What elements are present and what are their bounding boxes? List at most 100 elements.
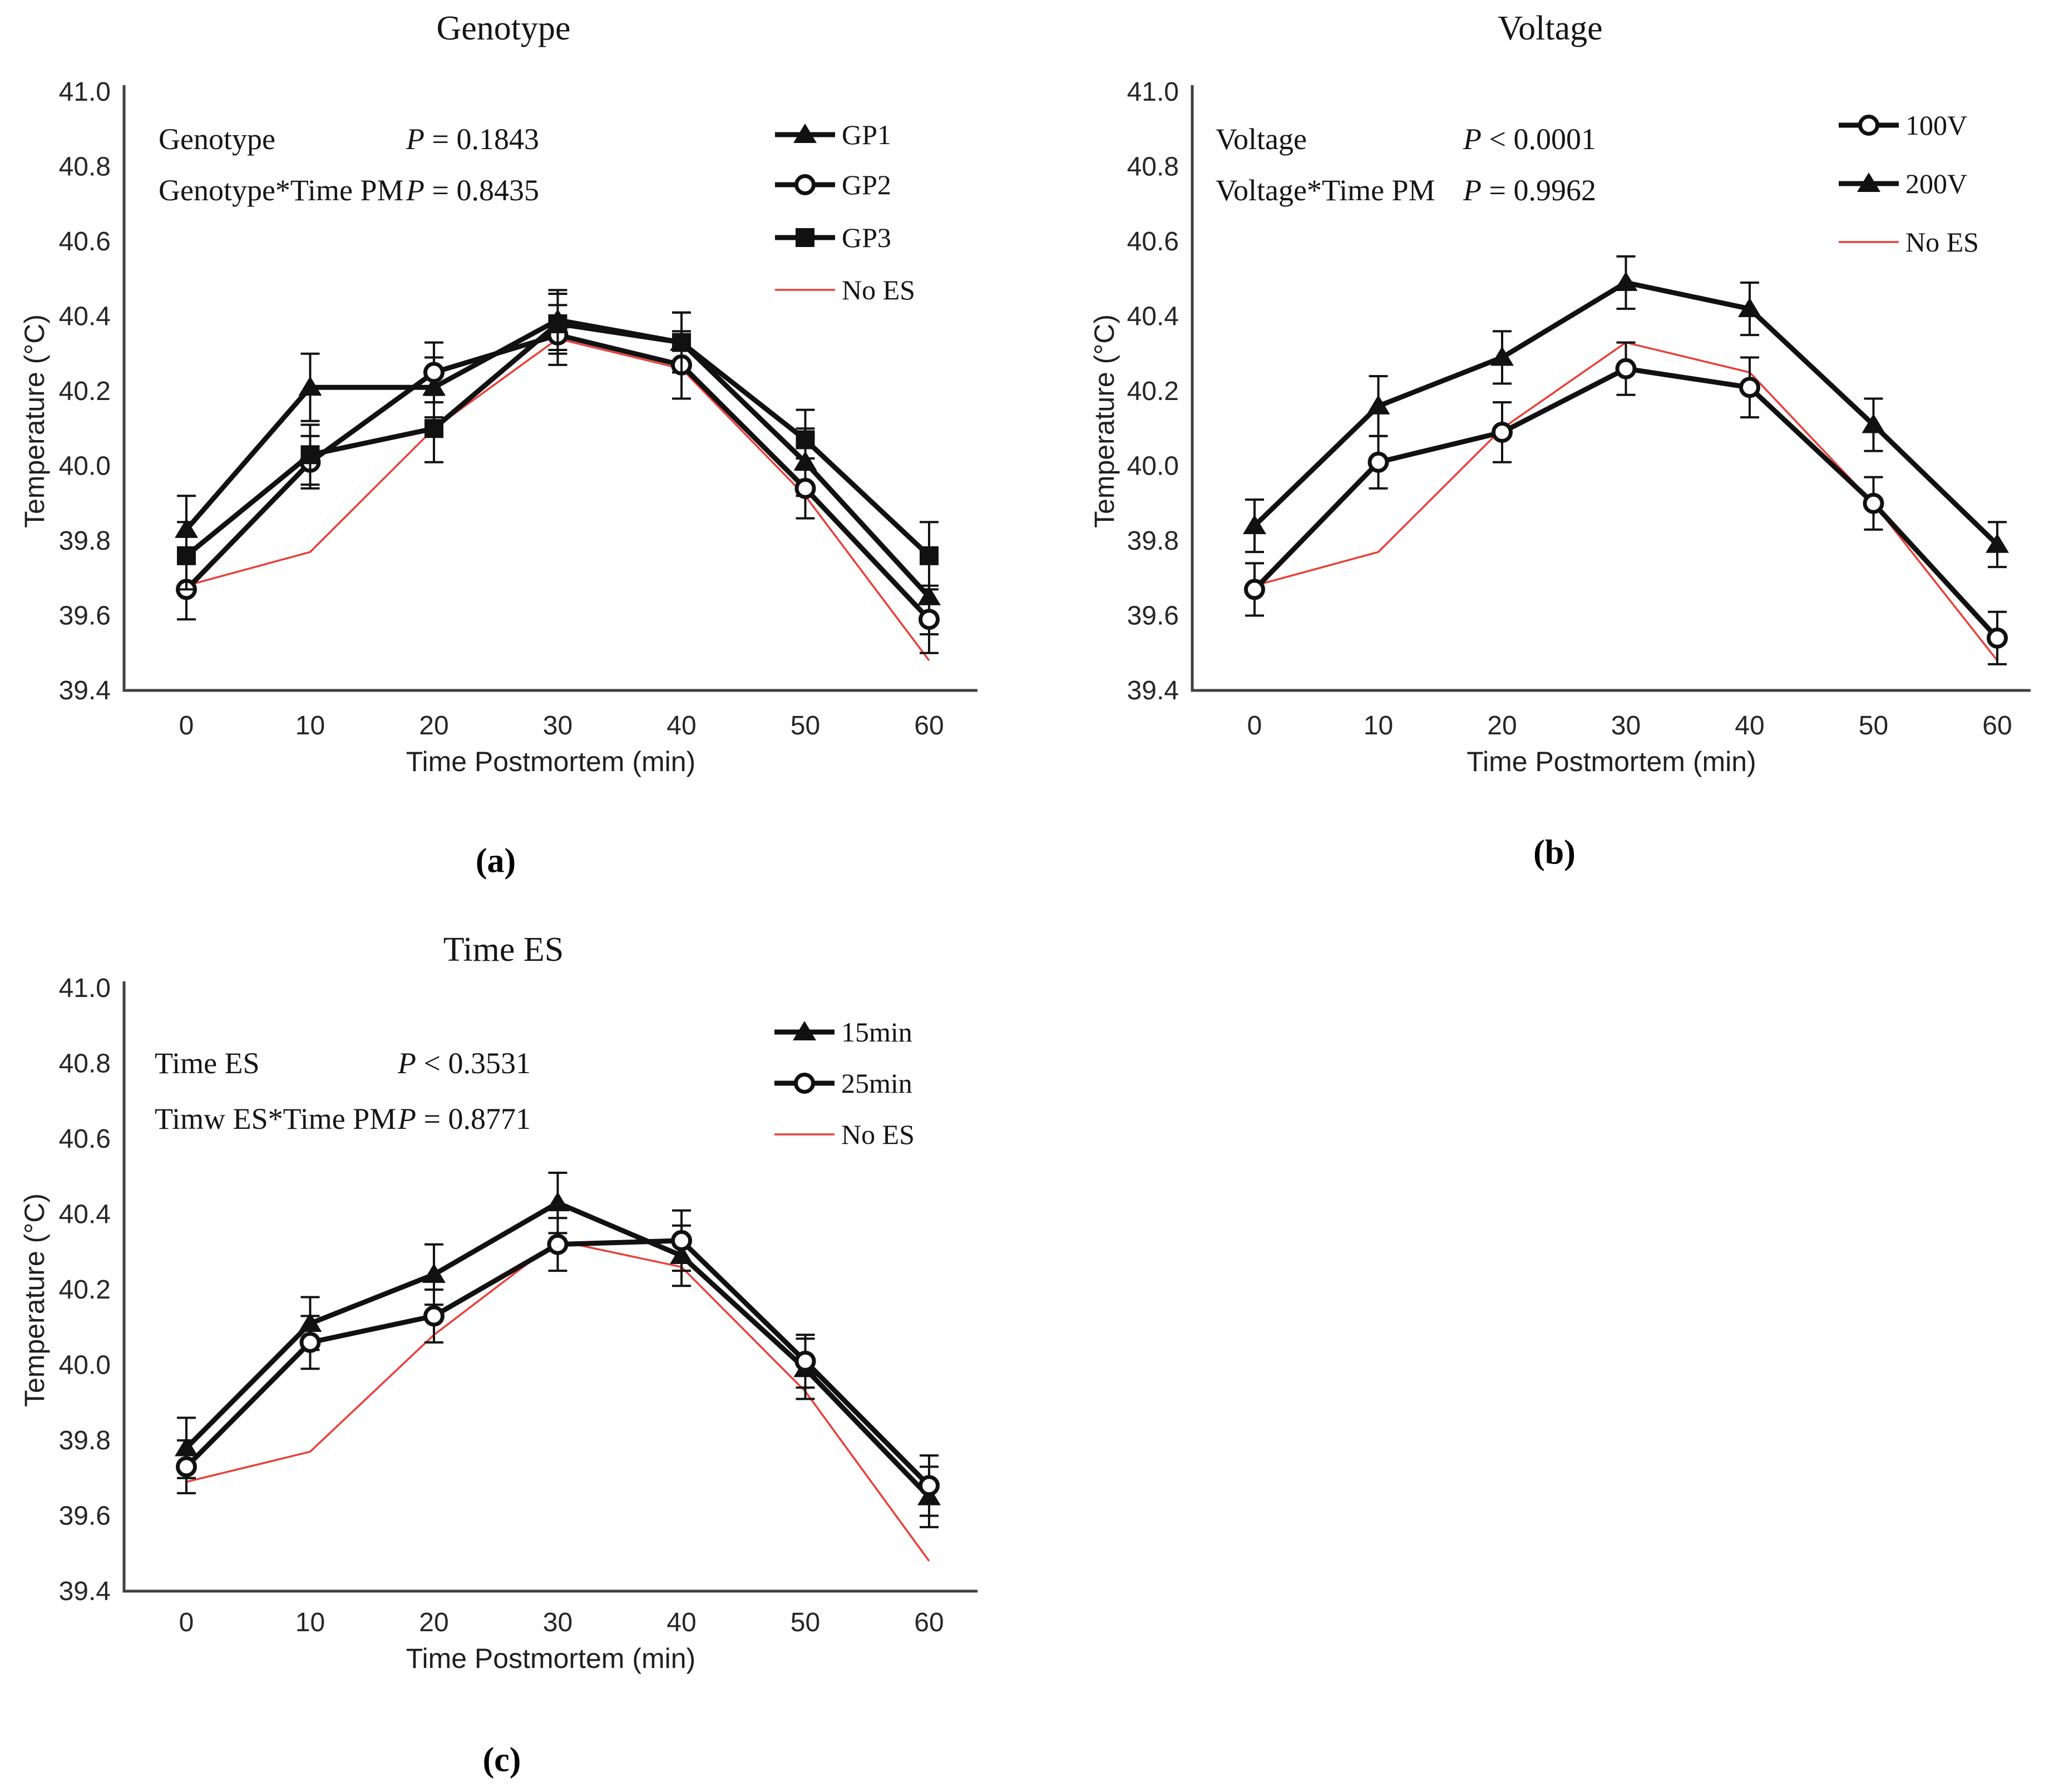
square-marker	[672, 333, 691, 352]
legend-item-25min: 25min	[773, 1068, 912, 1099]
y-tick-label: 40.4	[59, 1200, 111, 1230]
y-tick-label: 39.4	[59, 676, 111, 705]
circle-marker	[547, 1233, 569, 1255]
y-tick-label: 41.0	[59, 77, 111, 107]
y-tick-label: 40.2	[1127, 377, 1179, 406]
legend-label: No ES	[842, 274, 915, 305]
legend-triangle-line-icon	[774, 119, 836, 150]
legend-red-line-icon	[1838, 226, 1900, 258]
stats-block-genotype: Genotype P = 0.1843 Genotype*Time PM P =…	[159, 113, 539, 216]
legend-item-gp1: GP1	[774, 119, 891, 150]
y-tick-label: 40.0	[1127, 452, 1179, 481]
x-tick-label: 60	[1982, 711, 2012, 741]
y-tick-label: 40.6	[1127, 227, 1179, 256]
y-tick-label: 39.4	[59, 1577, 111, 1606]
circle-marker	[794, 1073, 815, 1094]
x-tick-label: 10	[295, 1608, 325, 1637]
legend-red-line-icon	[773, 1119, 836, 1150]
legend-triangle-line-icon	[1838, 168, 1900, 199]
square-marker	[796, 430, 815, 450]
x-axis-title: Time Postmortem (min)	[406, 1643, 696, 1674]
stats-pvalue: P = 0.8771	[398, 1102, 531, 1136]
y-tick-label: 40.0	[59, 1351, 111, 1380]
legend-label: GP3	[842, 222, 891, 253]
triangle-marker	[1243, 515, 1266, 535]
stats-factor: Genotype	[159, 122, 275, 156]
stats-factor: Time ES	[155, 1046, 260, 1080]
circle-marker	[1863, 492, 1884, 514]
x-tick-label: 40	[666, 1608, 696, 1637]
triangle-marker	[546, 1192, 570, 1212]
stats-pvalue: P = 0.8435	[406, 174, 539, 207]
x-tick-label: 0	[179, 711, 194, 741]
x-tick-label: 30	[1611, 711, 1641, 741]
y-tick-label: 40.4	[1127, 302, 1179, 332]
stats-factor: Voltage*Time PM	[1216, 174, 1435, 207]
square-marker	[177, 546, 196, 565]
legend-label: GP1	[842, 119, 891, 150]
circle-marker	[671, 1230, 692, 1251]
circle-marker	[1987, 627, 2008, 649]
series-100v	[1244, 341, 2008, 665]
y-tick-label: 39.6	[59, 1502, 111, 1531]
square-marker	[796, 228, 814, 247]
legend-triangle-line-icon	[773, 1016, 836, 1048]
x-tick-label: 0	[179, 1608, 194, 1637]
stats-pvalue: P = 0.1843	[406, 122, 539, 156]
y-tick-label: 39.4	[1127, 676, 1179, 705]
y-tick-label: 39.8	[59, 526, 111, 556]
stats-factor: Voltage	[1216, 122, 1307, 156]
x-tick-label: 30	[543, 711, 572, 741]
y-tick-label: 40.8	[59, 1049, 111, 1079]
legend-item-no-es: No ES	[773, 1119, 915, 1150]
circle-marker	[794, 174, 816, 195]
legend-sample-svg	[775, 289, 835, 291]
y-tick-label: 40.8	[1127, 152, 1179, 182]
circle-marker	[1615, 358, 1637, 379]
y-axis-title: Temperature (°C)	[19, 1193, 50, 1407]
axis-lines	[122, 85, 977, 692]
legend-circle-line-icon	[773, 1068, 836, 1099]
stats-row: Genotype*Time PM P = 0.8435	[159, 165, 539, 216]
triangle-marker	[1738, 298, 1761, 318]
triangle-marker	[1862, 413, 1885, 433]
x-tick-label: 0	[1247, 711, 1262, 741]
legend-circle-line-icon	[774, 169, 836, 200]
x-tick-label: 60	[914, 1608, 944, 1637]
x-tick-label: 50	[1859, 711, 1888, 741]
stats-factor: Genotype*Time PM	[159, 174, 404, 207]
legend-item-100v: 100V	[1838, 110, 1967, 141]
stats-factor: Timw ES*Time PM	[155, 1102, 397, 1136]
caption-b: (b)	[1533, 833, 1576, 872]
legend-sample-svg	[774, 1073, 835, 1094]
legend-label: No ES	[1905, 226, 1979, 258]
legend-sample-svg	[1839, 115, 1899, 136]
circle-marker	[919, 609, 940, 630]
legend-label: 15min	[841, 1016, 912, 1048]
legend-sample-svg	[775, 174, 835, 195]
legend-sample-svg	[775, 124, 835, 143]
stats-row: Genotype P = 0.1843	[159, 113, 539, 165]
circle-marker	[423, 1305, 445, 1327]
legend-item-no-es: No ES	[1838, 226, 1979, 258]
y-tick-label: 39.8	[1127, 526, 1179, 556]
y-tick-label: 39.6	[1127, 601, 1179, 631]
x-tick-label: 20	[1487, 711, 1517, 741]
stats-row: Timw ES*Time PM P = 0.8771	[155, 1091, 531, 1147]
legend-label: 200V	[1905, 168, 1968, 199]
x-axis-title: Time Postmortem (min)	[406, 746, 696, 777]
triangle-marker	[298, 376, 322, 396]
legend-item-15min: 15min	[773, 1016, 912, 1048]
y-tick-label: 40.2	[59, 1275, 111, 1305]
square-marker	[300, 445, 320, 465]
triangle-marker	[1986, 533, 2009, 553]
square-marker	[548, 314, 567, 333]
triangle-marker	[1614, 271, 1638, 291]
legend-label: 25min	[841, 1068, 912, 1099]
x-tick-label: 30	[543, 1608, 572, 1637]
y-tick-label: 41.0	[1127, 77, 1179, 107]
legend-label: No ES	[841, 1119, 915, 1150]
y-tick-label: 40.4	[59, 302, 111, 332]
